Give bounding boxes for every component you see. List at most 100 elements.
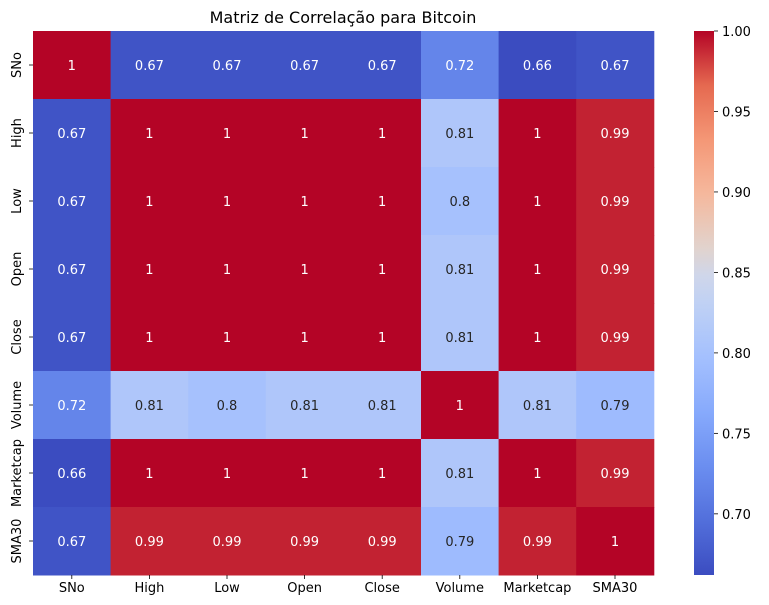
colorbar-gradient — [694, 31, 714, 575]
cell-value-label: 0.99 — [368, 535, 397, 550]
heatmap-cell — [265, 99, 344, 168]
cell-value-label: 1 — [68, 59, 76, 74]
cell-value-label: 0.81 — [290, 399, 319, 414]
heatmap-cell — [33, 31, 112, 100]
cell-value-label: 1 — [145, 195, 153, 210]
heatmap-cell — [343, 235, 422, 304]
heatmap-cell — [498, 371, 577, 440]
x-tick-label: SNo — [59, 581, 85, 596]
cell-value-label: 1 — [378, 195, 386, 210]
heatmap-cell — [576, 507, 655, 576]
heatmap-cell — [33, 99, 112, 168]
colorbar-tick-label: 0.70 — [722, 508, 751, 523]
x-tick-label: High — [134, 581, 164, 596]
heatmap-cell — [265, 31, 344, 100]
cell-value-label: 0.99 — [290, 535, 319, 550]
colorbar-tick-label: 1.00 — [722, 25, 751, 40]
cell-value-label: 0.99 — [135, 535, 164, 550]
cell-value-label: 0.72 — [57, 399, 86, 414]
cell-value-label: 0.99 — [601, 331, 630, 346]
heatmap-cell — [110, 507, 189, 576]
cell-value-label: 1 — [300, 467, 308, 482]
heatmap-cell — [33, 439, 112, 508]
heatmap-cell — [421, 99, 500, 168]
cell-value-label: 1 — [145, 331, 153, 346]
heatmap-cell — [188, 99, 267, 168]
y-tick-label: SMA30 — [10, 519, 25, 564]
cell-value-label: 0.67 — [368, 59, 397, 74]
heatmap-cell — [498, 31, 577, 100]
cell-value-label: 1 — [533, 467, 541, 482]
cell-value-label: 1 — [223, 195, 231, 210]
cell-value-label: 1 — [533, 127, 541, 142]
cell-value-label: 0.81 — [445, 331, 474, 346]
heatmap-cell — [421, 235, 500, 304]
cell-value-label: 1 — [378, 127, 386, 142]
cell-value-label: 0.99 — [213, 535, 242, 550]
heatmap-cell — [421, 167, 500, 236]
cell-value-label: 1 — [378, 331, 386, 346]
cell-value-label: 0.81 — [523, 399, 552, 414]
heatmap-cell — [265, 235, 344, 304]
heatmap-cell — [33, 235, 112, 304]
heatmap-cell — [265, 303, 344, 372]
heatmap-cell — [421, 439, 500, 508]
heatmap-cell — [421, 31, 500, 100]
colorbar-tick-label: 0.80 — [722, 347, 751, 362]
cell-value-label: 0.67 — [57, 195, 86, 210]
heatmap-cell — [188, 167, 267, 236]
heatmap-cell — [188, 439, 267, 508]
colorbar-tick-label: 0.75 — [722, 427, 751, 442]
heatmap-cell — [421, 371, 500, 440]
heatmap-cell — [33, 371, 112, 440]
cell-value-label: 0.8 — [217, 399, 238, 414]
cell-value-label: 0.67 — [213, 59, 242, 74]
cell-value-label: 1 — [300, 195, 308, 210]
colorbar-tick-label: 0.95 — [722, 105, 751, 120]
cell-value-label: 0.8 — [449, 195, 470, 210]
heatmap-cell — [265, 507, 344, 576]
y-tick-label: Volume — [10, 381, 25, 429]
heatmap-cell — [343, 507, 422, 576]
colorbar-tick-label: 0.90 — [722, 186, 751, 201]
cell-value-label: 0.99 — [601, 263, 630, 278]
heatmap-cell — [421, 303, 500, 372]
cell-value-label: 0.99 — [601, 127, 630, 142]
y-tick-label: Open — [10, 252, 25, 287]
heatmap-cell — [343, 371, 422, 440]
heatmap-cells: 1 0.67 0.67 0.67 0.67 0.72 0.66 0.67 0.67 1 1 1 1 0.8… — [33, 31, 655, 576]
cell-value-label: 0.72 — [445, 59, 474, 74]
heatmap-cell — [576, 31, 655, 100]
heatmap-cell — [33, 167, 112, 236]
heatmap-cell — [498, 303, 577, 372]
heatmap-cell — [110, 235, 189, 304]
heatmap-cell — [498, 235, 577, 304]
x-tick-label: Volume — [436, 581, 484, 596]
cell-value-label: 0.67 — [57, 127, 86, 142]
x-tick-label: Close — [364, 581, 399, 596]
heatmap-cell — [110, 439, 189, 508]
cell-value-label: 1 — [145, 127, 153, 142]
cell-value-label: 1 — [300, 127, 308, 142]
cell-value-label: 1 — [533, 331, 541, 346]
heatmap-cell — [498, 99, 577, 168]
heatmap-cell — [110, 167, 189, 236]
heatmap-cell — [343, 99, 422, 168]
cell-value-label: 1 — [145, 467, 153, 482]
heatmap-cell — [110, 31, 189, 100]
heatmap-cell — [265, 371, 344, 440]
heatmap-cell — [576, 371, 655, 440]
y-axis: SNo High Low Open Close Volume Marketcap SMA30 — [10, 52, 33, 563]
cell-value-label: 0.81 — [368, 399, 397, 414]
heatmap-cell — [576, 303, 655, 372]
y-tick-label: Close — [10, 319, 25, 354]
cell-value-label: 0.79 — [601, 399, 630, 414]
colorbar-tick-label: 0.85 — [722, 266, 751, 281]
cell-value-label: 1 — [300, 263, 308, 278]
cell-value-label: 0.67 — [57, 535, 86, 550]
cell-value-label: 0.99 — [523, 535, 552, 550]
heatmap-cell — [110, 371, 189, 440]
cell-value-label: 1 — [145, 263, 153, 278]
cell-value-label: 1 — [223, 467, 231, 482]
heatmap-cell — [421, 507, 500, 576]
